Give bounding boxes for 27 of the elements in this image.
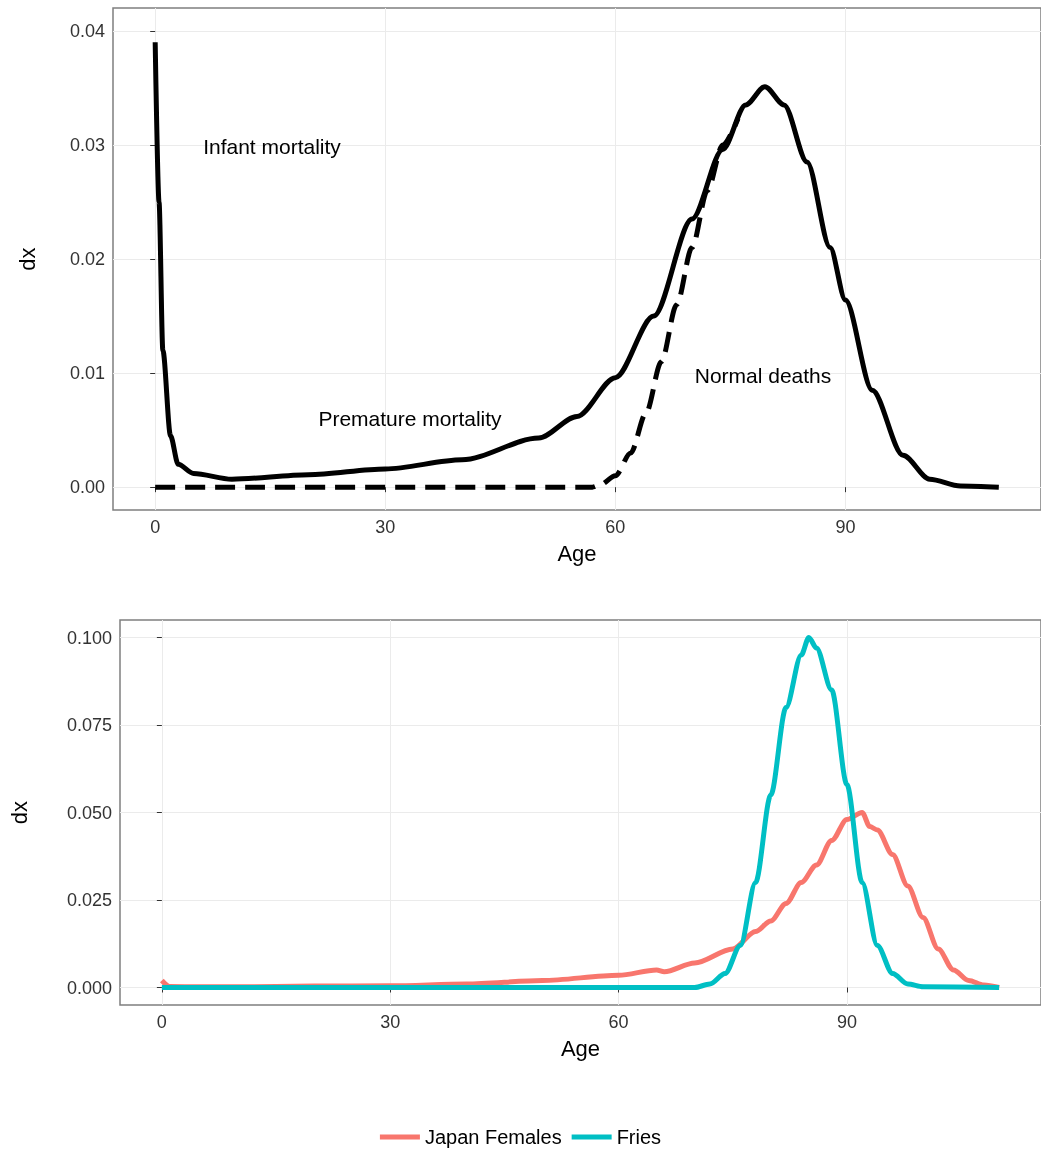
x-axis-title: Age [557, 540, 597, 566]
x-tick-label: 60 [605, 517, 626, 537]
annotation: Infant mortality [203, 134, 342, 158]
y-tick-label: 0.050 [66, 802, 112, 823]
y-tick-label: 0.000 [66, 977, 112, 998]
annotation: Premature mortality [318, 406, 503, 430]
legend-label: Fries [616, 1126, 662, 1148]
x-tick-label: 90 [835, 517, 856, 537]
annotation: Normal deaths [694, 363, 832, 387]
y-tick-label: 0.025 [66, 890, 112, 910]
x-axis-title: Age [560, 1035, 601, 1061]
y-tick-label: 0.04 [69, 20, 105, 41]
x-tick-label: 30 [375, 517, 396, 537]
y-tick-label: 0.00 [69, 477, 105, 498]
x-tick-label: 0 [150, 517, 161, 537]
y-tick-label: 0.075 [66, 715, 112, 735]
y-tick-label: 0.02 [69, 249, 105, 269]
y-axis-title: dx [14, 247, 40, 271]
x-tick-label: 60 [608, 1012, 629, 1032]
x-tick-label: 0 [156, 1012, 167, 1032]
x-tick-label: 90 [836, 1012, 857, 1032]
y-tick-label: 0.03 [69, 134, 105, 155]
y-axis-title: dx [6, 800, 32, 825]
legend-label: Japan Females [424, 1126, 562, 1148]
y-tick-label: 0.01 [69, 363, 105, 384]
x-tick-label: 30 [380, 1012, 401, 1032]
y-tick-label: 0.100 [66, 627, 112, 648]
